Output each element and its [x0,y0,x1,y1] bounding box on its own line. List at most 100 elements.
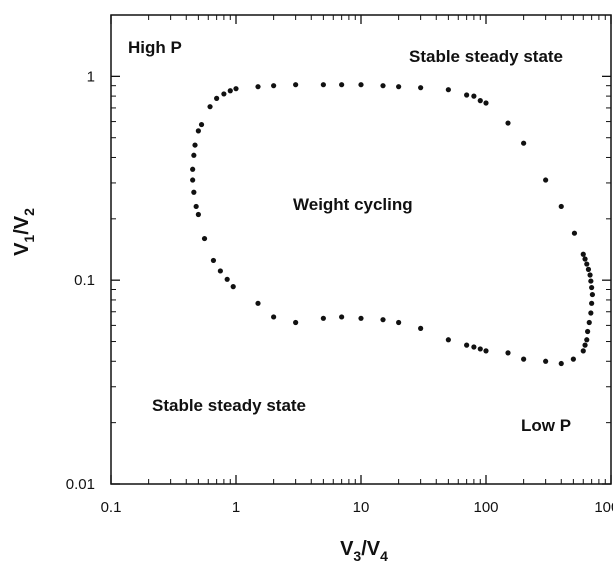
x-tick-label: 1 [232,499,240,516]
data-point [445,87,451,93]
data-point [589,284,595,291]
data-point [191,152,197,158]
y-axis-title-slash-v: /V [11,215,33,235]
y-tick-labels: 0.01 0.1 1 [66,68,95,493]
y-axis-title-sub2: 2 [21,208,37,216]
data-points [190,82,596,367]
x-tick-label: 0.1 [101,499,122,516]
data-point [271,314,277,320]
data-point [589,300,595,306]
data-point [588,310,594,316]
data-point [582,256,588,262]
x-tick-label: 100 [473,499,498,516]
data-point [570,356,576,362]
y-tick-label: 0.1 [74,272,95,289]
data-point [380,317,386,323]
data-point [221,91,227,97]
data-point [190,177,196,183]
y-axis-title-sub1: 1 [21,235,37,243]
data-point [418,325,424,331]
x-tick-label: 1000 [594,499,613,516]
data-point [396,84,402,90]
x-axis-title-slash-v: /V [361,538,381,560]
data-point [224,276,230,282]
x-tick-labels: 0.1 1 10 100 1000 [101,499,613,516]
data-point [521,140,527,146]
data-point [293,82,299,88]
data-point [521,356,527,362]
x-tick-label: 10 [353,499,370,516]
data-point [195,211,201,218]
axis-ticks [110,15,612,485]
data-point [320,315,326,321]
data-point [396,319,402,326]
data-point [192,142,198,148]
data-point [233,86,239,92]
data-point [358,82,364,88]
data-point [585,266,592,272]
data-point [358,315,364,321]
data-point [543,358,549,364]
data-point [571,230,578,236]
data-point [558,203,564,210]
data-point [190,166,196,172]
y-axis-title-v1: V [11,242,33,256]
data-point [339,82,345,88]
data-point [584,261,590,267]
data-point [471,344,477,350]
data-point [584,337,590,343]
data-point [320,82,326,88]
data-point [210,257,217,264]
data-point [588,278,594,284]
x-axis-title-v3: V [340,538,354,560]
data-point [505,120,511,126]
annotation-weight-cycling: Weight cycling [293,195,413,214]
data-point [227,88,233,94]
data-point [477,346,483,352]
data-point [483,100,489,106]
annotation-stable-steady-state-bottom: Stable steady state [152,396,306,415]
data-point [217,268,223,274]
data-point [418,85,424,91]
annotation-high-p: High P [128,38,182,57]
y-tick-label: 0.01 [66,476,95,493]
plot-frame [110,14,612,485]
y-axis-title-group: V1/V2 [11,208,37,256]
data-point [255,300,261,306]
x-axis-title: V3/V4 [340,538,388,564]
data-point [580,348,586,354]
x-axis-title-sub4: 4 [380,548,388,564]
data-point [198,121,205,128]
data-point [585,328,591,335]
data-point [380,83,386,89]
data-point [558,360,564,367]
data-point [339,314,345,320]
data-point [445,337,451,343]
data-point [201,235,208,242]
data-point [471,93,477,99]
data-point [207,104,213,110]
data-point [505,350,511,356]
data-point [214,95,220,101]
x-axis-title-sub3: 3 [353,548,361,564]
annotation-low-p: Low P [521,416,571,435]
data-point [271,83,277,89]
data-point [477,98,483,104]
data-point [255,84,261,90]
data-point [195,128,201,134]
data-point [580,251,586,257]
data-point [587,272,593,278]
data-point [191,189,197,195]
data-point [582,342,588,348]
data-point [589,291,596,298]
data-point [483,348,489,354]
data-point [193,203,199,210]
data-point [464,92,470,98]
data-point [543,177,549,183]
data-point [230,284,236,290]
data-point [464,342,470,348]
data-point [586,319,592,326]
y-axis-title: V1/V2 [11,208,37,256]
data-point [293,319,299,326]
